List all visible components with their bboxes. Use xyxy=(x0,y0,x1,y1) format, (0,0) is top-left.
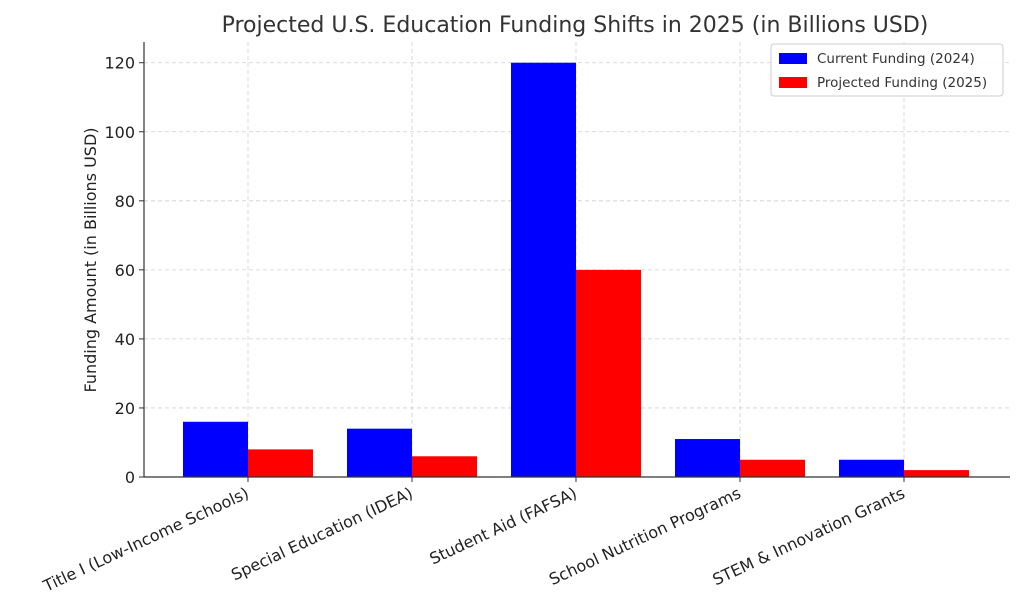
bar-projected-funding xyxy=(412,456,477,477)
legend-swatch-current xyxy=(779,53,807,64)
x-tick-label: Student Aid (FAFSA) xyxy=(426,483,579,568)
legend-label-projected: Projected Funding (2025) xyxy=(817,75,987,91)
chart-title: Projected U.S. Education Funding Shifts … xyxy=(222,13,929,38)
y-tick-label: 100 xyxy=(104,123,135,142)
y-tick-label: 40 xyxy=(115,330,135,349)
x-tick-label: Title I (Low-Income Schools) xyxy=(39,483,251,595)
y-tick-label: 80 xyxy=(115,192,135,211)
legend: Current Funding (2024) Projected Funding… xyxy=(770,43,1004,97)
bars xyxy=(183,62,969,477)
bar-projected-funding xyxy=(576,269,641,477)
y-tick-label: 60 xyxy=(115,261,135,280)
axes xyxy=(139,42,1010,482)
x-tick-labels: Title I (Low-Income Schools)Special Educ… xyxy=(39,483,907,595)
bar-current-funding xyxy=(675,439,740,477)
bar-current-funding xyxy=(839,459,904,477)
x-tick-label: Special Education (IDEA) xyxy=(228,483,416,584)
y-tick-label: 120 xyxy=(104,54,135,73)
legend-swatch-projected xyxy=(779,77,807,88)
legend-label-current: Current Funding (2024) xyxy=(817,51,975,67)
y-tick-label: 0 xyxy=(125,468,135,487)
bar-current-funding xyxy=(347,428,412,477)
y-axis-label: Funding Amount (in Billions USD) xyxy=(81,127,100,392)
legend-frame xyxy=(770,43,1004,97)
bar-projected-funding xyxy=(248,449,313,477)
y-tick-labels: 0 20 40 60 80 100 120 xyxy=(104,54,135,487)
bar-projected-funding xyxy=(904,470,969,477)
y-tick-label: 20 xyxy=(115,399,135,418)
bar-current-funding xyxy=(511,62,576,477)
bar-current-funding xyxy=(183,421,248,477)
bar-projected-funding xyxy=(740,459,805,477)
